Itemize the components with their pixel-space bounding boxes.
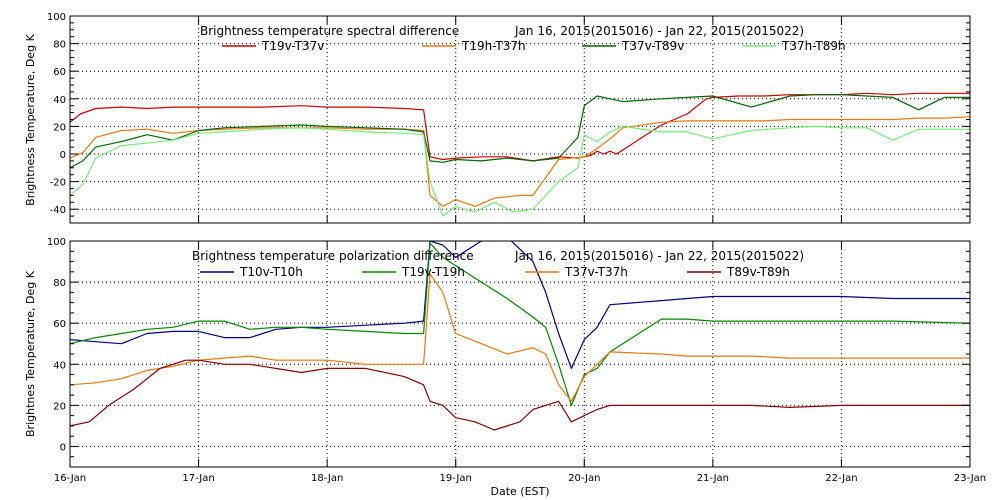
y-axis-label: Brightnes Temperature, Deg K	[24, 270, 37, 437]
date-range-label: Jan 16, 2015(2015016) - Jan 22, 2015(201…	[514, 24, 804, 38]
y-tick-label: 80	[53, 278, 66, 289]
legend-label-t37h-t89h: T37h-T89h	[781, 39, 846, 53]
panel-title: Brightness temperature polarization diff…	[192, 249, 474, 263]
y-tick-label: 40	[53, 360, 66, 371]
y-tick-label: 20	[53, 401, 66, 412]
series-line-t37v-t37h	[70, 273, 970, 402]
legend-label-t37v-t37h: T37v-T37h	[564, 265, 628, 279]
x-tick-label: 21-Jan	[697, 473, 729, 484]
legend-label-t89v-t89h: T89v-T89h	[726, 265, 790, 279]
y-axis-label: Brightness Temperature, Deg K	[24, 33, 37, 205]
legend-label-t37v-t89v: T37v-T89v	[621, 39, 684, 53]
legend-label-t19h-t37h: T19h-T37h	[461, 39, 526, 53]
x-tick-label: 20-Jan	[568, 473, 600, 484]
series-line-t10v-t10h	[70, 241, 970, 369]
series-line-t37h-t89h	[70, 125, 970, 217]
x-tick-label: 16-Jan	[54, 473, 86, 484]
x-tick-label: 18-Jan	[311, 473, 343, 484]
y-tick-label: 60	[53, 319, 66, 330]
y-tick-label: 20	[53, 122, 66, 133]
series-line-t19v-t19h	[70, 242, 970, 406]
y-tick-label: 40	[53, 95, 66, 106]
legend-label-t19v-t37v: T19v-T37v	[261, 39, 324, 53]
x-tick-label: 22-Jan	[825, 473, 857, 484]
panel-title: Brightness temperature spectral differen…	[200, 24, 459, 38]
y-tick-label: 100	[47, 12, 66, 23]
series-line-t37v-t89v	[70, 94, 970, 169]
y-tick-label: -40	[50, 205, 66, 216]
polarization-difference-panel: 0 20 40 60 80 100 T10v-T10h T19v-T19h T37v-T37h…	[24, 237, 971, 468]
y-tick-label: 0	[60, 150, 66, 161]
y-tick-label: 0	[60, 442, 66, 453]
x-tick-label: 19-Jan	[440, 473, 472, 484]
x-tick-label: 23-Jan	[954, 473, 986, 484]
spectral-difference-panel: -40 -20 0 20 40 60 80 100 T19v-T37v T19h-T37h T37…	[24, 12, 971, 224]
series-line-t89v-t89h	[70, 359, 970, 431]
date-range-label: Jan 16, 2015(2015016) - Jan 22, 2015(201…	[514, 249, 804, 263]
x-tick-label: 17-Jan	[182, 473, 214, 484]
legend-label-t10v-t10h: T10v-T10h	[239, 265, 303, 279]
x-axis: 16-Jan 17-Jan 18-Jan 19-Jan 20-Jan 21-Jan 22-J…	[54, 473, 986, 484]
y-tick-label: -20	[50, 178, 66, 189]
y-tick-label: 80	[53, 40, 66, 51]
series-line-t19v-t37v	[70, 92, 970, 162]
y-tick-label: 100	[47, 237, 66, 248]
y-tick-label: 60	[53, 67, 66, 78]
x-axis-label: Date (EST)	[490, 485, 549, 498]
legend-label-t19v-t19h: T19v-T19h	[401, 265, 465, 279]
plot-frame	[69, 240, 971, 468]
